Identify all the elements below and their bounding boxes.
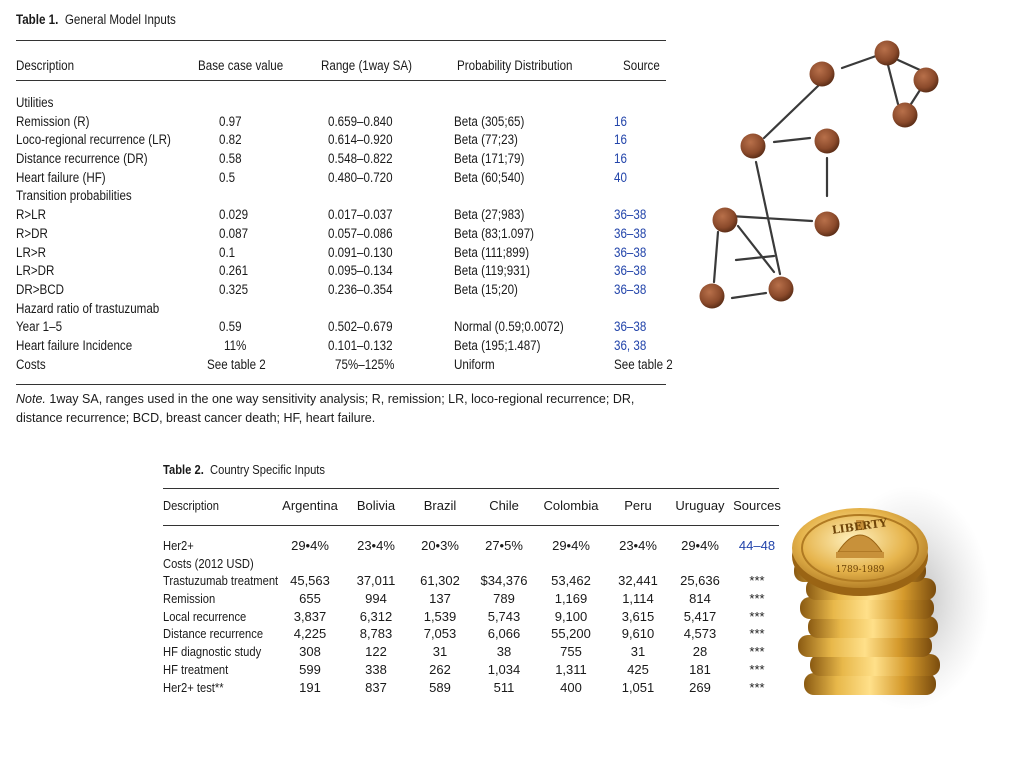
table-2: Table 2. Country Specific Inputs Descrip… (163, 460, 781, 695)
table-row: Costs (2012 USD) (163, 555, 254, 571)
table-row: Heart failure (HF) 0.5 0.480–0.720 Beta (60… (16, 169, 666, 188)
table-row: Remission 655 994 137 789 1,169 1,114 814 *** (163, 591, 765, 607)
table-row: LR>R 0.1 0.091–0.130 Beta (111;899) 36–38 (16, 244, 666, 263)
table-1-note: Note. 1way SA, ranges used in the one wa… (16, 390, 666, 428)
table-row: DR>BCD 0.325 0.236–0.354 Beta (15;20) 36–38 (16, 281, 666, 300)
table-2-label: Table 2. (163, 462, 204, 477)
network-edges (712, 54, 922, 300)
table-row: Distance recurrence (DR) 0.58 0.548–0.822 B… (16, 150, 666, 169)
header-country: Bolivia (356, 498, 396, 513)
table-row: LR>DR 0.261 0.095–0.134 Beta (119;931) 36–38 (16, 262, 666, 281)
network-graph-illustration (699, 40, 939, 309)
table-row: Heart failure Incidence 11% 0.101–0.132 Bet… (16, 337, 666, 356)
table-row: Utilities (16, 95, 54, 110)
table-row: Her2+ test** 191 837 589 511 400 1,051 269 *** (163, 679, 765, 695)
table-row: HF treatment 599 338 262 1,034 1,311 425 181 *** (163, 661, 765, 677)
source-link[interactable]: 36–38 (614, 207, 647, 223)
source-link[interactable]: 36, 38 (614, 337, 647, 353)
header-sources: Sources (733, 498, 781, 513)
table-2-top-rule (163, 488, 779, 489)
table-2-body: Her2+ 29•4% 23•4% 20•3% 27•5% 29•4% 23•4% 29•4%… (163, 537, 779, 696)
header-description: Description (163, 498, 219, 513)
table-row: R>LR 0.029 0.017–0.037 Beta (27;983) 36–38 (16, 206, 666, 225)
header-country: Chile (489, 498, 519, 513)
table-1-header-rule (16, 80, 666, 81)
table-row: Hazard ratio of trastuzumab (16, 300, 160, 316)
table-row: Local recurrence 3,837 6,312 1,539 5,743 9,10… (163, 608, 765, 624)
table-1-title: General Model Inputs (64, 12, 176, 27)
header-description: Description (16, 58, 75, 73)
table-1-caption: Table 1. General Model Inputs (16, 8, 666, 32)
source-link[interactable]: 36–38 (614, 244, 647, 260)
table-row: Loco-regional recurrence (LR) 0.82 0.614–0… (16, 131, 666, 150)
table-row: Year 1–5 0.59 0.502–0.679 Normal (0.59;0.00… (16, 318, 666, 337)
header-range: Range (1way SA) (321, 58, 412, 73)
table-1-header-row: Description Base case value Range (1way … (16, 48, 666, 82)
table-row: Remission (R) 0.97 0.659–0.840 Beta (305;65… (16, 113, 666, 132)
table-1-bottom-rule (16, 384, 666, 385)
table-row: Costs See table 2 75%–125% Uniform See table… (16, 356, 673, 372)
source-link[interactable]: 36–38 (614, 263, 647, 279)
header-source: Source (623, 58, 660, 73)
table-2-header-row: Description Argentina Bolivia Brazil Chi… (163, 498, 781, 518)
header-country: Peru (624, 498, 652, 513)
table-2-caption: Table 2. Country Specific Inputs (163, 460, 779, 480)
source-link[interactable]: 44–48 (738, 538, 776, 553)
table-row: Transition probabilities (16, 188, 132, 204)
table-row: Distance recurrence 4,225 8,783 7,053 6,066 5… (163, 626, 765, 642)
network-nodes (699, 40, 939, 309)
header-base-case: Base case value (198, 58, 284, 73)
table-row: Her2+ 29•4% 23•4% 20•3% 27•5% 29•4% 23•4% 29•4%… (163, 537, 779, 555)
table-1: Table 1. General Model Inputs Descriptio… (16, 8, 673, 425)
top-coin: LIBERTY 1789-1989 (792, 508, 928, 596)
source-link[interactable]: 16 (614, 113, 627, 129)
table-row: HF diagnostic study 308 122 31 38 755 31 28 *** (163, 644, 765, 660)
table-1-label: Table 1. (16, 12, 59, 27)
table-row: Trastuzumab treatment 45,563 37,011 61,302 $… (163, 573, 765, 589)
source-link[interactable]: 36–38 (614, 225, 647, 241)
note-label: Note. (16, 392, 46, 406)
coin-years: 1789-1989 (836, 565, 885, 575)
source-link[interactable]: 36–38 (614, 281, 647, 297)
header-country: Brazil (423, 498, 457, 513)
source-link[interactable]: 40 (614, 169, 627, 185)
header-distribution: Probability Distribution (457, 58, 573, 73)
header-country: Uruguay (675, 498, 725, 513)
gold-coin-stack-illustration: LIBERTY 1789-1989 (792, 486, 990, 710)
table-1-body: Utilities Remission (R) 0.97 0.659–0.840 Be… (16, 94, 673, 374)
source-link[interactable]: 16 (614, 132, 627, 148)
source-link[interactable]: 16 (614, 151, 627, 167)
header-country: Colombia (543, 498, 599, 513)
header-country: Argentina (282, 498, 338, 513)
table-2-title: Country Specific Inputs (210, 462, 326, 477)
table-1-top-rule (16, 40, 666, 41)
table-row: R>DR 0.087 0.057–0.086 Beta (83;1.097) 36–38 (16, 225, 666, 244)
table-2-header-rule (163, 525, 779, 526)
source-link[interactable]: 36–38 (614, 319, 647, 335)
note-text: 1way SA, ranges used in the one way sens… (16, 392, 635, 425)
